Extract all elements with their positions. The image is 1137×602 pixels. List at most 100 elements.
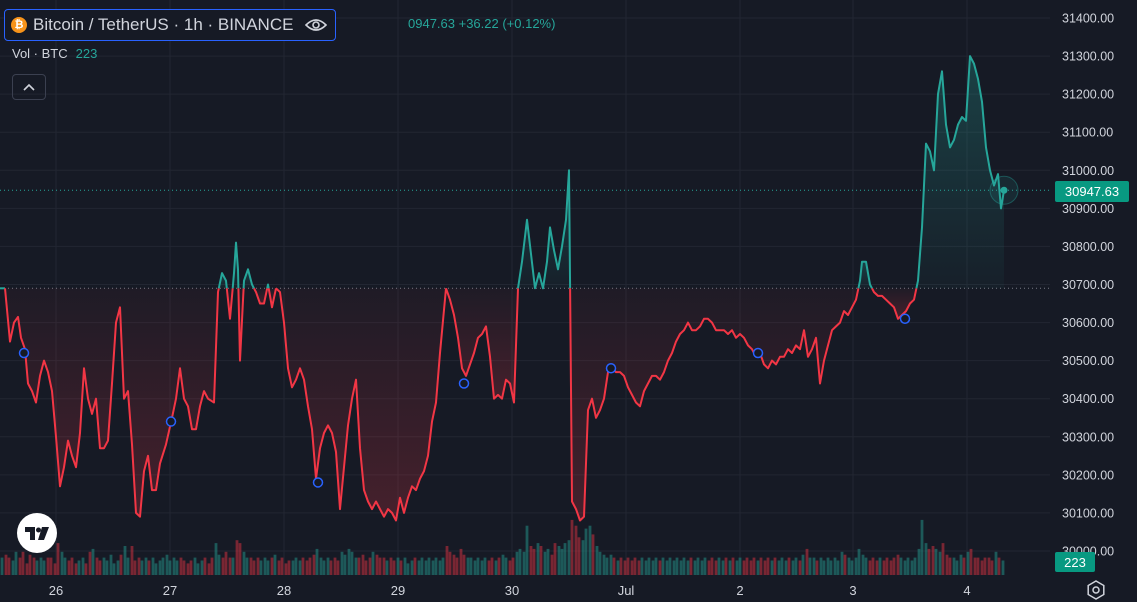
- volume-bar: [95, 557, 99, 575]
- volume-bar: [686, 560, 690, 575]
- volume-bar: [882, 560, 886, 575]
- volume-bar: [724, 557, 728, 575]
- collapse-legend-button[interactable]: [12, 74, 46, 100]
- price-tick-label: 30500.00: [1062, 354, 1114, 368]
- bitcoin-icon: ₿: [11, 17, 27, 33]
- volume-bar: [322, 560, 326, 575]
- volume-bar: [522, 551, 526, 575]
- volume-bar: [598, 551, 602, 575]
- volume-bar: [476, 557, 480, 575]
- volume-bar: [616, 560, 620, 575]
- volume-bar: [326, 557, 330, 575]
- volume-bar: [357, 557, 361, 575]
- volume-bar: [605, 557, 609, 575]
- price-tick-label: 30700.00: [1062, 278, 1114, 292]
- volume-bar: [899, 557, 903, 575]
- price-line-up: [915, 55, 1005, 289]
- volume-bar: [588, 525, 592, 575]
- volume-bar: [745, 557, 749, 575]
- volume-bar: [563, 543, 567, 575]
- volume-bar: [584, 528, 588, 575]
- volume-bar: [976, 557, 980, 575]
- price-tick-label: 30400.00: [1062, 392, 1114, 406]
- volume-bar: [385, 560, 389, 575]
- tradingview-logo[interactable]: [17, 513, 57, 553]
- price-line-up: [231, 241, 240, 289]
- volume-bar: [630, 560, 634, 575]
- volume-bar: [116, 560, 120, 575]
- volume-bar: [1001, 560, 1005, 575]
- volume-bar: [112, 563, 116, 575]
- volume-bar: [892, 557, 896, 575]
- volume-bar: [536, 543, 540, 575]
- time-tick-label: 26: [49, 583, 63, 598]
- price-line-down: [569, 288, 860, 522]
- price-line-down: [253, 287, 269, 305]
- volume-bar: [448, 551, 452, 575]
- volume-bar: [410, 560, 414, 575]
- volume-bar: [214, 543, 218, 575]
- volume-bar: [847, 557, 851, 575]
- volume-bar: [382, 557, 386, 575]
- volume-bar: [903, 560, 907, 575]
- volume-bar: [871, 557, 875, 575]
- volume-bar: [298, 560, 302, 575]
- volume-bar: [854, 557, 858, 575]
- volume-bar: [721, 560, 725, 575]
- volume-bar: [280, 557, 284, 575]
- volume-bar: [81, 557, 85, 575]
- volume-bar: [25, 563, 29, 575]
- symbol-legend[interactable]: ₿ Bitcoin / TetherUS · 1h · BINANCE: [4, 9, 337, 41]
- volume-bar: [668, 557, 672, 575]
- volume-bar: [962, 557, 966, 575]
- volume-bar: [752, 557, 756, 575]
- volume-bar: [480, 560, 484, 575]
- volume-bar: [735, 560, 739, 575]
- volume-bar: [361, 554, 365, 575]
- volume-bar: [466, 557, 470, 575]
- volume-bar: [833, 557, 837, 575]
- volume-bar: [263, 557, 267, 575]
- volume-bar: [417, 560, 421, 575]
- volume-bar: [696, 557, 700, 575]
- volume-bar: [256, 557, 260, 575]
- volume-bar: [934, 548, 938, 575]
- volume-bar: [819, 557, 823, 575]
- settings-icon[interactable]: [1086, 580, 1106, 600]
- volume-bar: [679, 560, 683, 575]
- volume-bar: [378, 557, 382, 575]
- eye-icon[interactable]: [305, 18, 328, 32]
- price-line-down: [225, 288, 234, 320]
- volume-bar: [329, 560, 333, 575]
- volume-bar: [217, 554, 221, 575]
- volume-bar: [546, 548, 550, 575]
- volume-bar: [973, 557, 977, 575]
- price-line-up: [217, 272, 228, 289]
- volume-bar: [497, 557, 501, 575]
- volume-label: Vol · BTC: [12, 46, 68, 61]
- volume-bar: [689, 557, 693, 575]
- volume-bar: [42, 560, 46, 575]
- volume-bar: [822, 560, 826, 575]
- volume-bar: [595, 546, 599, 575]
- volume-bar: [189, 560, 193, 575]
- event-marker: [165, 416, 177, 427]
- volume-bar: [780, 557, 784, 575]
- volume-bar: [259, 560, 263, 575]
- volume-bar: [368, 557, 372, 575]
- volume-bar: [455, 557, 459, 575]
- volume-bar: [266, 560, 270, 575]
- volume-bar: [179, 557, 183, 575]
- volume-bar: [742, 560, 746, 575]
- volume-bar: [165, 554, 169, 575]
- volume-bar: [0, 557, 4, 575]
- volume-bar: [427, 557, 431, 575]
- tradingview-logo-mark: [25, 527, 49, 540]
- volume-bar: [14, 551, 18, 575]
- volume-bar: [710, 557, 714, 575]
- volume-bar: [294, 557, 298, 575]
- volume-bar: [105, 560, 109, 575]
- price-line-up: [242, 268, 255, 289]
- volume-bar: [193, 557, 197, 575]
